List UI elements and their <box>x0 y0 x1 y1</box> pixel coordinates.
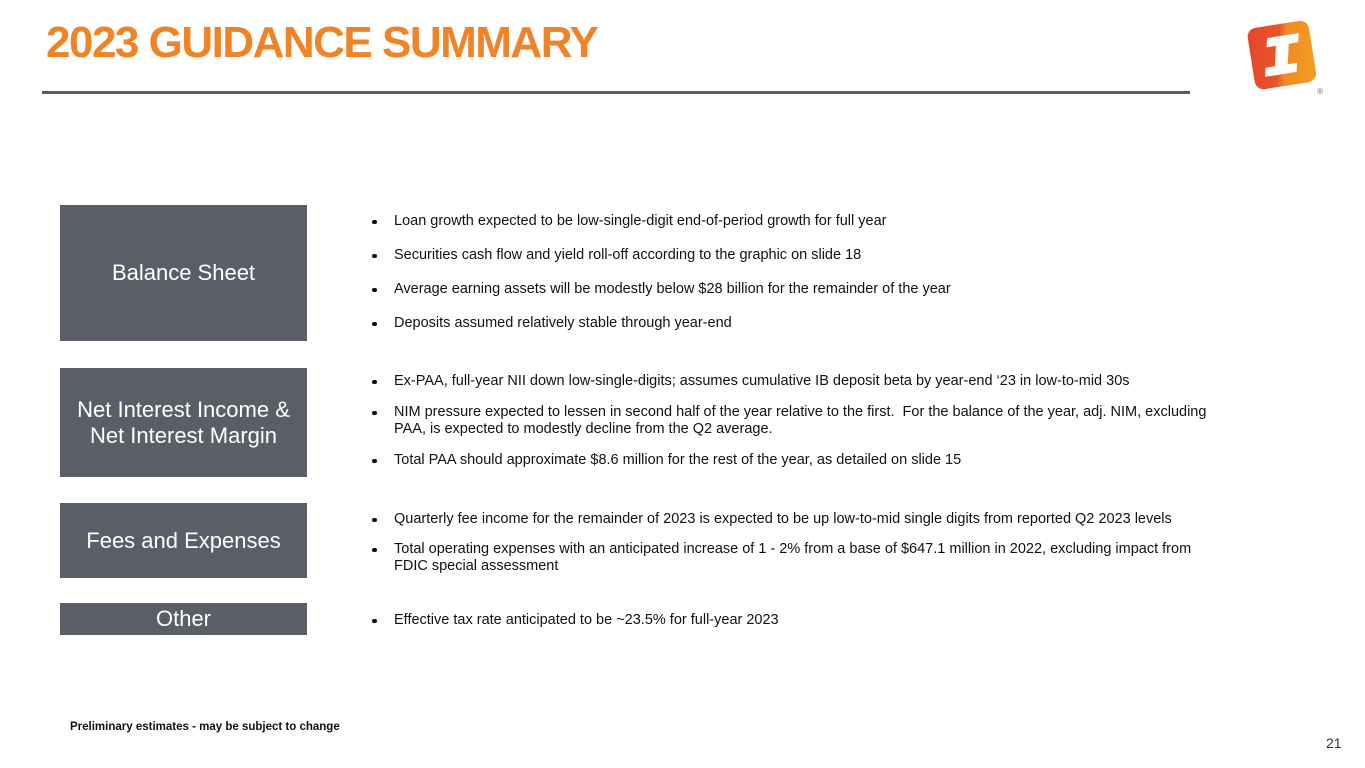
bullet-item: Total PAA should approximate $8.6 millio… <box>371 452 1321 469</box>
category-box-other: Other <box>60 603 307 635</box>
bullet-item: Loan growth expected to be low-single-di… <box>371 213 1321 230</box>
logo-badge-icon <box>1247 20 1317 90</box>
title-divider <box>42 91 1190 94</box>
bullet-item: NIM pressure expected to lessen in secon… <box>371 404 1321 438</box>
registered-trademark: ® <box>1317 87 1323 96</box>
category-box-fees-expenses: Fees and Expenses <box>60 503 307 578</box>
bullet-item: Total operating expenses with an anticip… <box>371 541 1321 575</box>
bullet-list-fees-expenses: Quarterly fee income for the remainder o… <box>371 511 1321 588</box>
category-box-balance-sheet: Balance Sheet <box>60 205 307 341</box>
bullet-list-balance-sheet: Loan growth expected to be low-single-di… <box>371 213 1321 349</box>
company-logo-icon: ® <box>1243 18 1323 98</box>
bullet-list-net-interest: Ex-PAA, full-year NII down low-single-di… <box>371 373 1321 483</box>
disclaimer-text: Preliminary estimates - may be subject t… <box>70 721 340 733</box>
bullet-item: Quarterly fee income for the remainder o… <box>371 511 1321 528</box>
page-title: 2023 GUIDANCE SUMMARY <box>46 18 599 67</box>
bullet-item: Effective tax rate anticipated to be ~23… <box>371 612 1321 629</box>
page-number: 21 <box>1326 735 1342 751</box>
bullet-item: Deposits assumed relatively stable throu… <box>371 315 1321 332</box>
bullet-list-other: Effective tax rate anticipated to be ~23… <box>371 612 1321 629</box>
category-box-net-interest: Net Interest Income & Net Interest Margi… <box>60 368 307 477</box>
bullet-item: Average earning assets will be modestly … <box>371 281 1321 298</box>
bullet-item: Securities cash flow and yield roll-off … <box>371 247 1321 264</box>
bullet-item: Ex-PAA, full-year NII down low-single-di… <box>371 373 1321 390</box>
